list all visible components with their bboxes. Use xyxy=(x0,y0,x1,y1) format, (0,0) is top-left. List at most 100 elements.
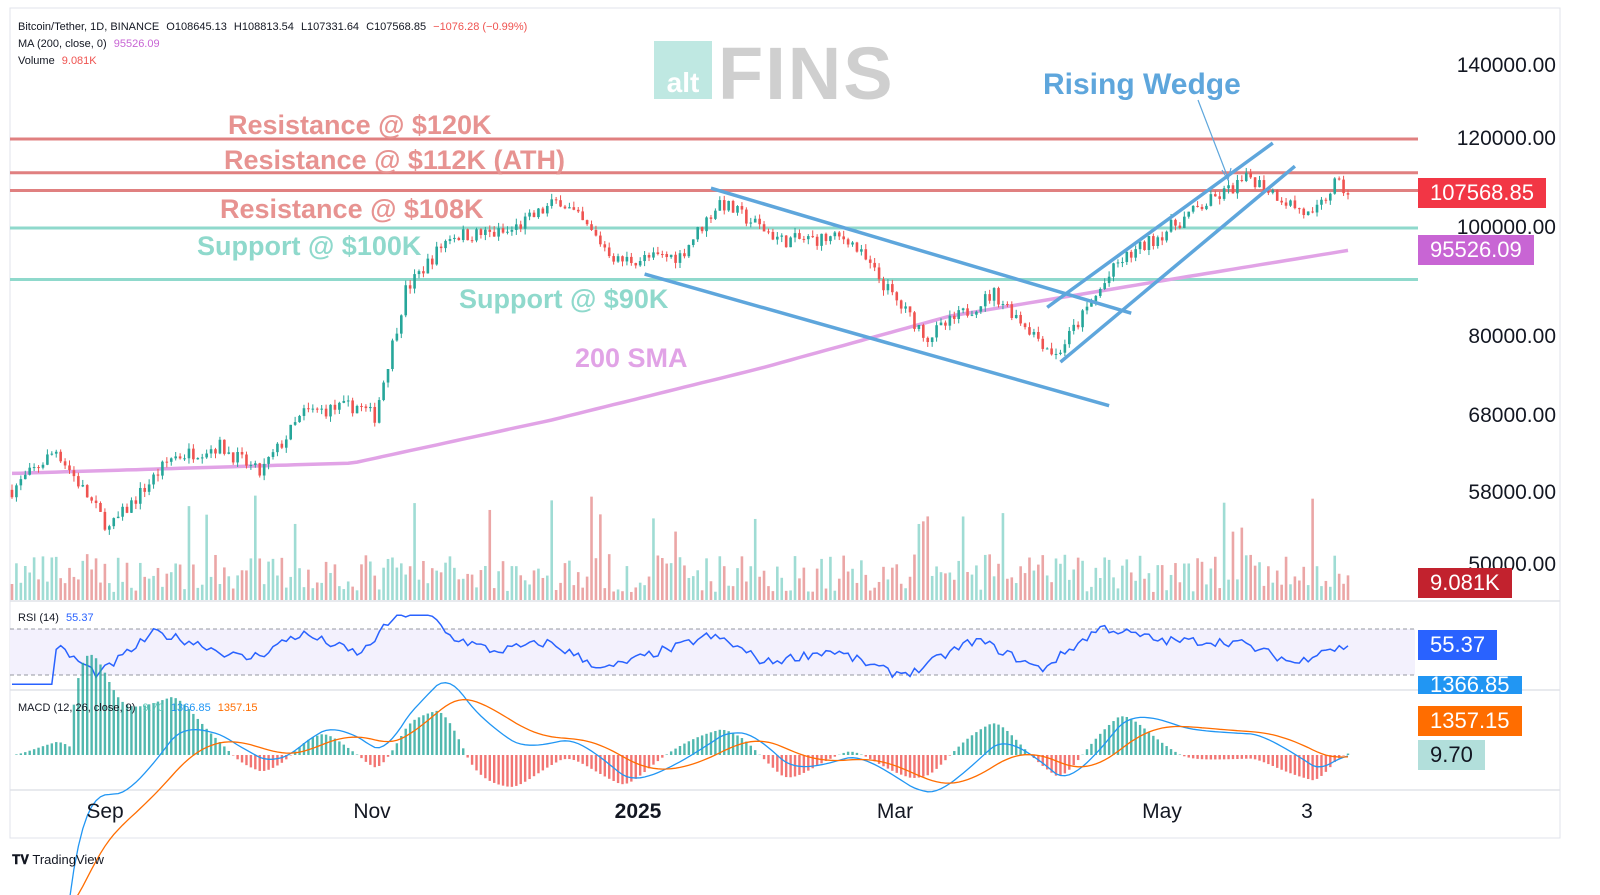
volume-bar xyxy=(214,554,217,600)
macd-histogram-bar xyxy=(351,751,354,755)
macd-histogram-bar xyxy=(466,755,469,758)
volume-bar xyxy=(218,584,222,600)
ma-legend[interactable]: MA (200, close, 0) 95526.09 xyxy=(18,37,164,51)
macd-histogram-bar xyxy=(594,755,598,772)
candle-body xyxy=(554,199,558,201)
volume-bar xyxy=(32,557,36,600)
macd-histogram-bar xyxy=(895,755,898,773)
candle-body xyxy=(908,306,912,313)
macd-histogram-bar xyxy=(236,755,239,760)
volume-bar xyxy=(630,591,633,600)
ohlc-open: O108645.13 xyxy=(166,21,227,33)
macd-histogram-bar xyxy=(431,712,434,755)
macd-histogram-bar xyxy=(404,728,407,755)
volume-bar xyxy=(23,566,27,600)
macd-histogram-bar xyxy=(926,755,929,776)
candle-body xyxy=(868,259,872,263)
macd-histogram-bar xyxy=(1329,755,1332,768)
pattern-trendlines[interactable] xyxy=(644,99,1297,408)
macd-histogram-bar xyxy=(448,723,452,755)
symbol-legend[interactable]: Bitcoin/Tether, 1D, BINANCE O108645.13 H… xyxy=(18,20,531,34)
volume-bar xyxy=(156,567,160,600)
volume-bar xyxy=(1001,513,1005,600)
volume-bar xyxy=(683,565,686,600)
candle-body xyxy=(917,325,921,329)
candle-body xyxy=(1050,348,1053,355)
macd-histogram-bar xyxy=(1222,755,1226,760)
candle-body xyxy=(342,400,346,403)
macd-histogram-bar xyxy=(1041,755,1044,766)
candle-body xyxy=(227,452,231,454)
macd-histogram-bar xyxy=(302,743,306,755)
volume-bar xyxy=(1196,558,1199,600)
candle-body xyxy=(603,244,607,248)
candle-body xyxy=(1103,283,1106,289)
volume-bar xyxy=(1094,567,1098,600)
candle-body xyxy=(1298,208,1301,210)
candle-body xyxy=(399,315,403,334)
candle-body xyxy=(1200,206,1204,210)
candle-body xyxy=(625,256,629,262)
volume-bar xyxy=(1165,590,1168,600)
volume-bar xyxy=(643,585,646,600)
macd-histogram-bar xyxy=(590,755,593,769)
macd-histogram-bar xyxy=(647,755,651,769)
macd-hist-value: 9.70 xyxy=(142,702,164,714)
macd-histogram-bar xyxy=(488,755,491,781)
volume-bar xyxy=(1249,554,1252,600)
candle-body xyxy=(966,308,969,316)
macd-histogram-bar xyxy=(55,742,58,755)
candle-body xyxy=(1306,211,1310,216)
volume-bar xyxy=(789,590,792,600)
candle-body xyxy=(108,526,111,530)
volume-bar xyxy=(1244,555,1248,600)
volume-bar xyxy=(444,562,447,600)
volume-bar xyxy=(130,587,133,600)
volume-legend[interactable]: Volume 9.081K xyxy=(18,54,101,68)
candle-body xyxy=(209,449,213,454)
macd-histogram-bar xyxy=(1311,755,1314,781)
candle-body xyxy=(475,229,478,241)
macd-histogram-bar xyxy=(798,755,801,775)
volume-bar xyxy=(77,579,80,600)
rsi-legend[interactable]: RSI (14) 55.37 xyxy=(18,611,98,625)
candle-body xyxy=(293,422,297,425)
candle-body xyxy=(1183,216,1186,228)
macd-histogram-bar xyxy=(873,755,876,762)
macd-histogram-bar xyxy=(15,754,18,755)
candle-body xyxy=(877,267,881,280)
volume-bar xyxy=(674,531,677,600)
candle-body xyxy=(138,487,142,504)
candle-body xyxy=(156,474,160,476)
volume-bar xyxy=(320,582,323,600)
volume-bar xyxy=(532,570,536,600)
candle-body xyxy=(1240,179,1244,181)
volume-bar xyxy=(289,576,293,600)
volume-bar xyxy=(1231,531,1235,600)
candle-body xyxy=(674,254,677,263)
volume-bar xyxy=(1143,578,1146,600)
candle-body xyxy=(988,294,991,301)
macd-histogram-bar xyxy=(240,755,244,763)
candle-body xyxy=(541,208,545,214)
volume-bar xyxy=(1311,498,1314,600)
chart-annotations: Resistance @ $120K Resistance @ $112K (AT… xyxy=(197,68,1241,373)
macd-histogram-bar xyxy=(1050,755,1053,773)
volume-bar xyxy=(1023,573,1027,600)
macd-histogram-bar xyxy=(1143,728,1146,755)
candle-body xyxy=(1342,179,1345,194)
macd-histogram-bar xyxy=(223,746,226,755)
volume-bar xyxy=(1342,583,1345,600)
candle-body xyxy=(271,452,275,457)
candle-body xyxy=(240,451,244,455)
candle-body xyxy=(1333,178,1337,194)
volume-bar xyxy=(771,591,775,600)
candle-body xyxy=(1191,205,1195,212)
volume-bar xyxy=(408,566,412,600)
tradingview-logo[interactable]: 𝐓𝐕 TradingView xyxy=(12,852,104,868)
candle-body xyxy=(121,506,124,517)
volume-bar xyxy=(422,560,425,600)
volume-bar xyxy=(776,566,779,600)
macd-legend[interactable]: MACD (12, 26, close, 9) 9.70 1366.85 135… xyxy=(18,701,262,715)
